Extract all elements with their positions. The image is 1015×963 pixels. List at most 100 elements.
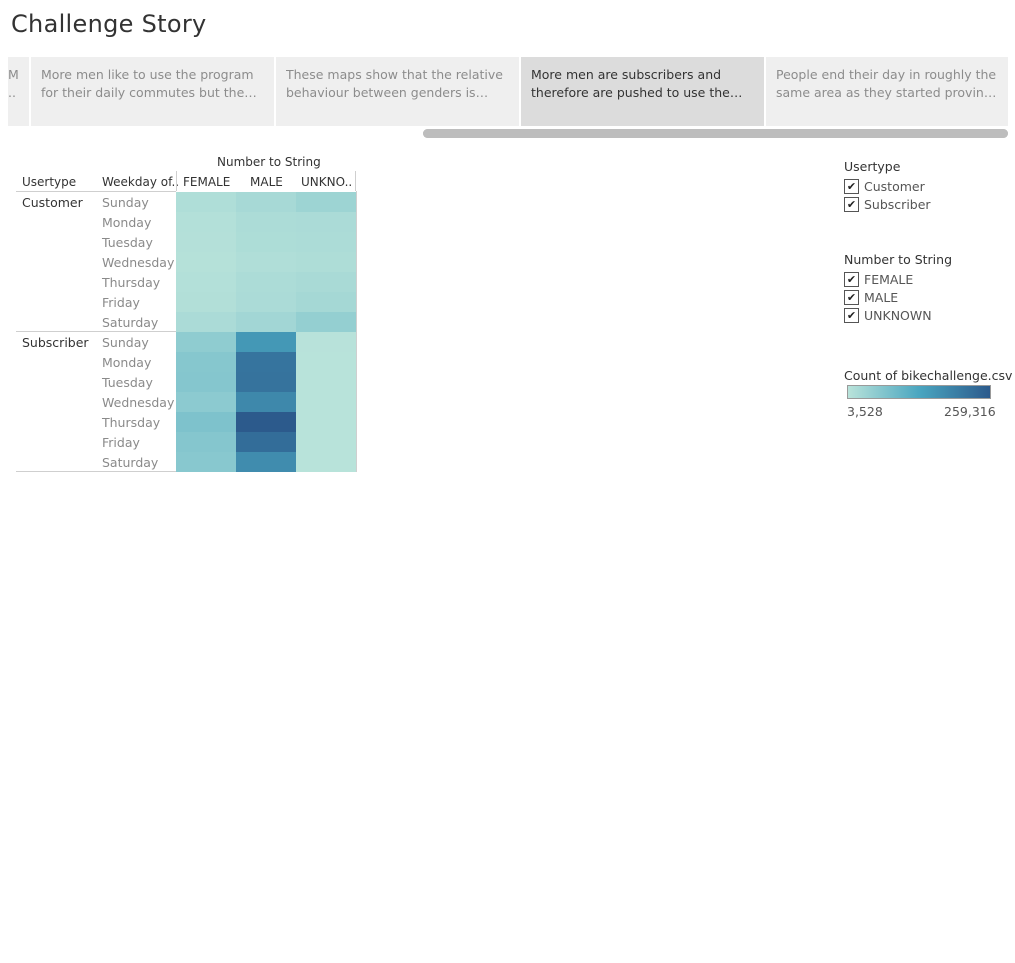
filter-item-label: Customer	[864, 178, 925, 194]
heatmap-cell-subscriber-sunday-female[interactable]	[176, 332, 236, 352]
heatmap-cell-customer-tuesday-female[interactable]	[176, 232, 236, 252]
heatmap-cell-customer-tuesday-male[interactable]	[236, 232, 296, 252]
heatmap-cell-subscriber-monday-unknown[interactable]	[296, 352, 356, 372]
filter-item-female[interactable]: ✔ FEMALE	[844, 270, 952, 288]
heatmap-cell-customer-thursday-male[interactable]	[236, 272, 296, 292]
row-label-friday: Friday	[102, 295, 140, 310]
color-legend: Count of bikechallenge.csv	[844, 368, 1012, 386]
filter-title: Usertype	[844, 159, 901, 174]
header-divider	[176, 171, 177, 191]
heatmap-cell-customer-monday-female[interactable]	[176, 212, 236, 232]
row-label-sunday: Sunday	[102, 335, 149, 350]
row-label-thursday: Thursday	[102, 275, 161, 290]
story-point-4[interactable]: People end their day in roughly the same…	[766, 57, 1008, 126]
filter-item-label: Subscriber	[864, 196, 931, 212]
filter-item-subscriber[interactable]: ✔ Subscriber	[844, 195, 931, 213]
story-point-0[interactable]: M ..	[8, 57, 29, 126]
column-header-male: MALE	[250, 175, 283, 189]
heatmap-cell-subscriber-wednesday-unknown[interactable]	[296, 392, 356, 412]
heatmap-cell-subscriber-wednesday-male[interactable]	[236, 392, 296, 412]
filter-item-customer[interactable]: ✔ Customer	[844, 177, 931, 195]
heatmap-cell-customer-sunday-unknown[interactable]	[296, 192, 356, 212]
color-legend-title: Count of bikechallenge.csv	[844, 368, 1013, 383]
heatmap-cell-customer-monday-unknown[interactable]	[296, 212, 356, 232]
row-header-weekday: Weekday of..	[102, 175, 180, 189]
heatmap-cell-subscriber-saturday-unknown[interactable]	[296, 452, 356, 472]
story-scrollbar-thumb[interactable]	[423, 129, 1008, 138]
checkbox-checked-icon[interactable]: ✔	[844, 271, 859, 287]
story-point-text: People end their day in roughly the same…	[776, 67, 997, 100]
heatmap-cell-subscriber-thursday-unknown[interactable]	[296, 412, 356, 432]
heatmap-cell-customer-thursday-unknown[interactable]	[296, 272, 356, 292]
group-divider	[16, 331, 176, 332]
filter-item-unknown[interactable]: ✔ UNKNOWN	[844, 306, 952, 324]
header-divider	[355, 171, 356, 191]
heatmap-cell-customer-saturday-unknown[interactable]	[296, 312, 356, 332]
heatmap-cell-subscriber-friday-unknown[interactable]	[296, 432, 356, 452]
heatmap-cell-subscriber-sunday-unknown[interactable]	[296, 332, 356, 352]
checkbox-checked-icon[interactable]: ✔	[844, 289, 859, 305]
filter-item-label: MALE	[864, 289, 899, 305]
heatmap-cell-subscriber-thursday-male[interactable]	[236, 412, 296, 432]
heatmap-cell-subscriber-saturday-male[interactable]	[236, 452, 296, 472]
row-label-monday: Monday	[102, 355, 152, 370]
heatmap-cell-customer-sunday-male[interactable]	[236, 192, 296, 212]
story-title: Challenge Story	[11, 10, 207, 38]
heatmap-cell-customer-wednesday-unknown[interactable]	[296, 252, 356, 272]
heatmap-cell-customer-saturday-male[interactable]	[236, 312, 296, 332]
checkbox-checked-icon[interactable]: ✔	[844, 307, 859, 323]
checkbox-checked-icon[interactable]: ✔	[844, 178, 859, 194]
heatmap-cell-customer-wednesday-female[interactable]	[176, 252, 236, 272]
row-label-tuesday: Tuesday	[102, 235, 153, 250]
heatmap-cell-customer-saturday-female[interactable]	[176, 312, 236, 332]
checkbox-checked-icon[interactable]: ✔	[844, 196, 859, 212]
heatmap-cell-subscriber-sunday-male[interactable]	[236, 332, 296, 352]
row-label-sunday: Sunday	[102, 195, 149, 210]
heatmap-cell-subscriber-wednesday-female[interactable]	[176, 392, 236, 412]
heatmap-cell-subscriber-monday-female[interactable]	[176, 352, 236, 372]
filter-item-male[interactable]: ✔ MALE	[844, 288, 952, 306]
heatmap-cell-customer-friday-male[interactable]	[236, 292, 296, 312]
heatmap-cell-subscriber-monday-male[interactable]	[236, 352, 296, 372]
heatmap-cell-customer-tuesday-unknown[interactable]	[296, 232, 356, 252]
row-label-monday: Monday	[102, 215, 152, 230]
color-legend-min: 3,528	[847, 404, 883, 419]
heatmap-cell-subscriber-saturday-female[interactable]	[176, 452, 236, 472]
gender-filter: Number to String ✔ FEMALE ✔ MALE ✔ UNKNO…	[844, 252, 952, 324]
heatmap-cell-customer-wednesday-male[interactable]	[236, 252, 296, 272]
story-point-1[interactable]: More men like to use the program for the…	[31, 57, 274, 126]
filter-title: Number to String	[844, 252, 953, 267]
column-header-unknown: UNKNO..	[301, 175, 353, 189]
column-header-female: FEMALE	[183, 175, 231, 189]
heatmap-cell-subscriber-friday-female[interactable]	[176, 432, 236, 452]
color-ramp	[847, 385, 991, 399]
heatmap-cell-customer-thursday-female[interactable]	[176, 272, 236, 292]
heatmap-cell-customer-friday-female[interactable]	[176, 292, 236, 312]
table-right-rule	[356, 191, 357, 472]
column-group-label: Number to String	[217, 155, 321, 169]
row-label-thursday: Thursday	[102, 415, 161, 430]
story-point-2[interactable]: These maps show that the relative behavi…	[276, 57, 519, 126]
filter-item-label: FEMALE	[864, 271, 914, 287]
row-label-saturday: Saturday	[102, 315, 159, 330]
story-point-text: More men are subscribers and therefore a…	[531, 67, 730, 100]
heatmap-cell-subscriber-tuesday-male[interactable]	[236, 372, 296, 392]
color-legend-max: 259,316	[944, 404, 996, 419]
group-label-customer: Customer	[22, 195, 83, 210]
filter-item-label: UNKNOWN	[864, 307, 932, 323]
story-point-3[interactable]: More men are subscribers and therefore a…	[521, 57, 764, 126]
header-underline	[16, 191, 176, 192]
heatmap-cell-subscriber-thursday-female[interactable]	[176, 412, 236, 432]
heatmap-cell-customer-friday-unknown[interactable]	[296, 292, 356, 312]
heatmap-cell-subscriber-tuesday-unknown[interactable]	[296, 372, 356, 392]
story-point-text: M ..	[8, 67, 19, 100]
heatmap-cell-subscriber-friday-male[interactable]	[236, 432, 296, 452]
row-label-tuesday: Tuesday	[102, 375, 153, 390]
heatmap-cell-subscriber-tuesday-female[interactable]	[176, 372, 236, 392]
story-scrollbar[interactable]	[423, 129, 1008, 138]
heatmap-cell-customer-monday-male[interactable]	[236, 212, 296, 232]
story-point-text: More men like to use the program for the…	[41, 67, 254, 100]
row-label-wednesday: Wednesday	[102, 395, 175, 410]
heatmap-cell-customer-sunday-female[interactable]	[176, 192, 236, 212]
story-point-text: These maps show that the relative behavi…	[286, 67, 503, 100]
